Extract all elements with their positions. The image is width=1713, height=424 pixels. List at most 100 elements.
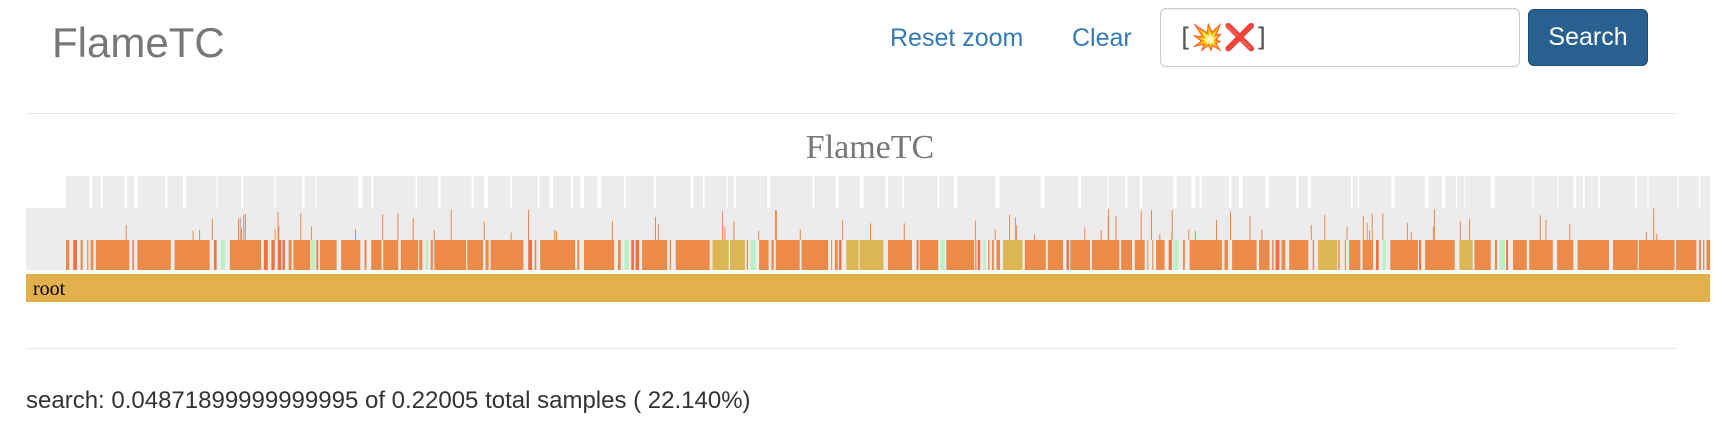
flame-frame[interactable] [282,240,285,270]
flame-frame[interactable] [1115,215,1117,240]
flame-frame-background[interactable] [999,176,1041,210]
flame-frame[interactable] [434,240,467,270]
flame-frame[interactable] [1419,240,1421,270]
flame-frame[interactable] [1230,211,1231,240]
flame-frame[interactable] [371,240,382,270]
flame-frame[interactable] [192,230,194,240]
flame-frame-background[interactable] [1394,176,1425,210]
flame-frame-background[interactable] [1298,176,1308,210]
clear-link[interactable]: Clear [1072,24,1132,52]
flame-frame-background[interactable] [488,176,510,210]
flame-frame[interactable] [467,240,484,270]
flame-frame[interactable] [1151,210,1152,240]
flame-frame[interactable] [1272,240,1274,270]
flame-frame[interactable] [271,240,275,270]
flame-frame[interactable] [87,240,89,270]
flame-frame[interactable] [419,240,423,270]
flame-frame-background[interactable] [1242,176,1266,210]
flame-frame-background[interactable] [440,176,472,210]
flame-frame[interactable] [991,240,994,270]
flame-frame-background[interactable] [304,176,316,210]
flame-frame[interactable] [1410,232,1412,240]
flame-frame[interactable] [278,225,280,240]
flame-frame[interactable] [1506,240,1508,270]
flame-frame[interactable] [1382,240,1386,270]
flame-frame[interactable] [220,240,225,270]
flame-frame[interactable] [528,240,532,270]
flame-frame[interactable] [277,212,279,240]
flame-frame[interactable] [1100,230,1102,240]
flame-frame[interactable] [1371,214,1373,240]
flame-frame[interactable] [888,240,912,270]
flame-frame[interactable] [1382,213,1384,240]
flame-frame[interactable] [364,240,367,270]
flame-frame-background[interactable] [1195,176,1200,210]
flame-frame-background[interactable] [1081,176,1108,210]
flame-frame[interactable] [584,240,615,270]
flame-frame[interactable] [383,240,399,270]
flame-frame[interactable] [483,221,485,240]
flame-frame[interactable] [300,212,302,240]
flame-frame-background[interactable] [539,176,550,210]
flame-frame[interactable] [611,220,613,240]
flame-frame[interactable] [617,240,621,270]
flame-frame[interactable] [229,240,262,270]
flame-frame-background[interactable] [1558,176,1574,210]
flame-frame[interactable] [1016,225,1018,240]
flame-frame-background[interactable] [625,176,654,210]
flame-frame[interactable] [1168,240,1172,270]
flame-frame-background[interactable] [770,176,813,210]
flame-frame-background[interactable] [1465,176,1491,210]
flame-frame-background[interactable] [1457,176,1465,210]
flame-frame[interactable] [1362,240,1374,270]
flame-frame-background[interactable] [584,176,598,210]
flame-frame-background[interactable] [1044,176,1079,210]
flame-frame[interactable] [1189,240,1222,270]
flame-frame[interactable] [1344,240,1346,270]
flame-frame[interactable] [425,240,428,270]
flame-frame[interactable] [1432,226,1434,240]
flame-frame-background[interactable] [102,176,125,210]
flame-frame-background[interactable] [1142,176,1174,210]
flame-frame[interactable] [555,230,557,240]
flame-frame-background[interactable] [217,176,242,210]
flame-frame[interactable] [733,220,735,240]
flame-frame[interactable] [1312,240,1315,270]
flame-frame-background[interactable] [887,176,903,210]
flame-frame-background[interactable] [417,176,438,210]
flame-frame-background[interactable] [1268,176,1297,210]
flame-frame[interactable] [1529,240,1553,270]
flame-frame[interactable] [311,240,316,270]
flame-frame[interactable] [870,223,871,240]
flame-frame[interactable] [73,240,77,270]
flame-frame[interactable] [1134,240,1145,270]
flame-frame[interactable] [657,223,659,240]
flame-frame-background[interactable] [1127,176,1140,210]
flame-frame[interactable] [490,240,524,270]
flame-frame-background[interactable] [573,176,581,210]
flame-frame[interactable] [1499,240,1506,270]
flame-frame[interactable] [624,240,629,270]
flame-frame[interactable] [382,214,384,240]
flame-frame[interactable] [1346,226,1348,240]
flame-frame[interactable] [1009,214,1011,240]
flame-frame-background[interactable] [1533,176,1558,210]
flame-frame[interactable] [430,240,433,270]
flame-frame-background[interactable] [1636,176,1648,210]
flame-frame[interactable] [1459,240,1473,270]
flame-frame-background[interactable] [656,176,691,210]
flame-frame[interactable] [839,240,842,270]
flame-frame[interactable] [1156,240,1165,270]
flame-frame-background[interactable] [838,176,860,210]
flame-frame[interactable] [1569,223,1571,240]
flame-frame-background[interactable] [601,176,625,210]
flame-frame[interactable] [1108,208,1110,240]
reset-zoom-link[interactable]: Reset zoom [890,24,1024,52]
flame-frame[interactable] [1557,240,1574,270]
flame-frame[interactable] [669,240,672,270]
flame-frame[interactable] [433,230,435,240]
flame-frame[interactable] [1645,231,1647,240]
flame-frame[interactable] [994,229,996,240]
flame-frame[interactable] [722,211,724,240]
flame-frame[interactable] [400,240,419,270]
